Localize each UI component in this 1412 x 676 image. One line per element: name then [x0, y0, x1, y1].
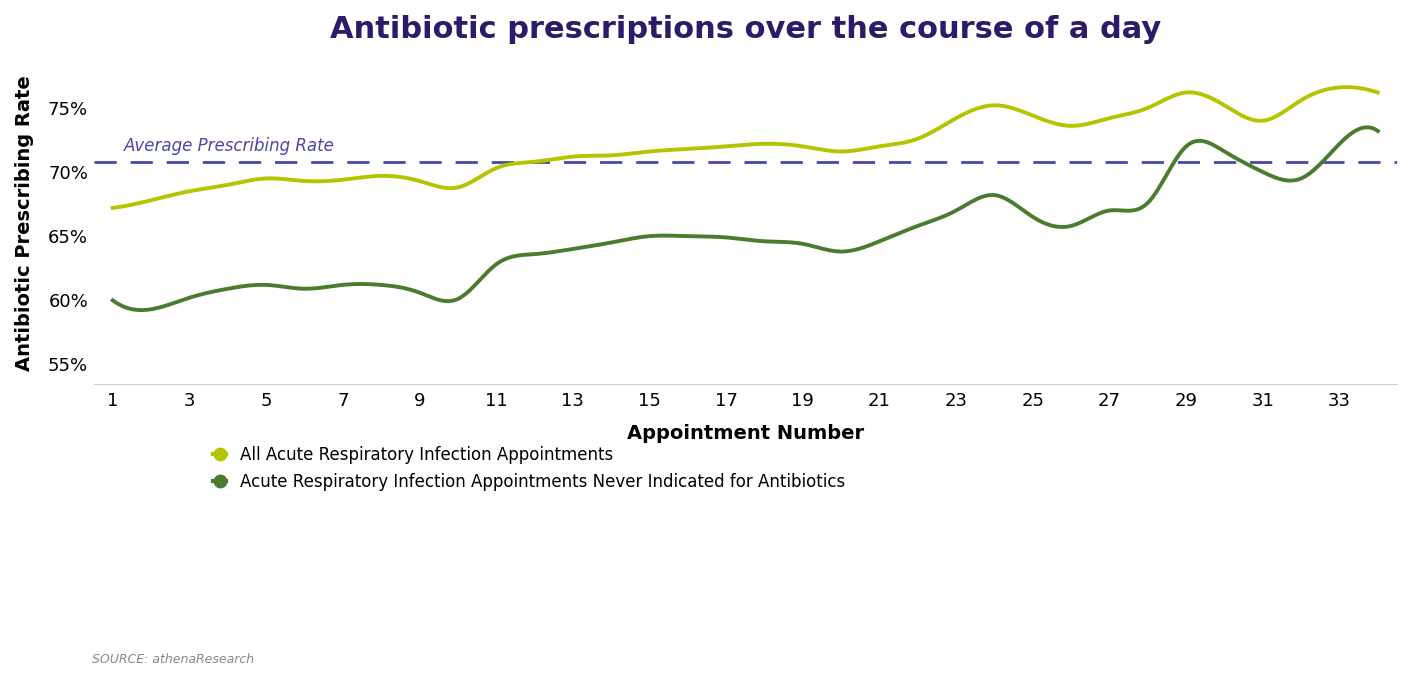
Y-axis label: Antibiotic Prescribing Rate: Antibiotic Prescribing Rate [16, 76, 34, 371]
X-axis label: Appointment Number: Appointment Number [627, 424, 864, 443]
Legend: All Acute Respiratory Infection Appointments, Acute Respiratory Infection Appoin: All Acute Respiratory Infection Appointm… [206, 439, 851, 497]
Text: Average Prescribing Rate: Average Prescribing Rate [124, 137, 335, 155]
Text: SOURCE: athenaResearch: SOURCE: athenaResearch [92, 653, 254, 666]
Title: Antibiotic prescriptions over the course of a day: Antibiotic prescriptions over the course… [329, 15, 1161, 44]
